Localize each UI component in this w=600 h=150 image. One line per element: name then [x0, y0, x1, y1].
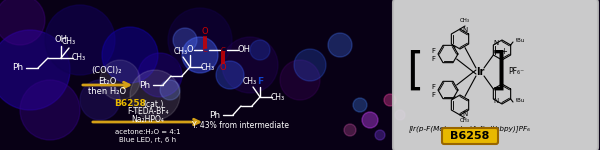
Circle shape	[100, 60, 140, 100]
Text: (cat.): (cat.)	[144, 99, 164, 108]
Text: [: [	[406, 50, 424, 93]
Circle shape	[353, 98, 367, 112]
Circle shape	[344, 124, 356, 136]
Circle shape	[384, 94, 396, 106]
Text: CH₃: CH₃	[201, 63, 215, 72]
Text: F: F	[431, 48, 435, 54]
Text: tBu: tBu	[516, 38, 525, 43]
Text: N: N	[463, 27, 467, 33]
Text: (COCl)₂: (COCl)₂	[92, 66, 122, 75]
Text: O: O	[220, 63, 226, 72]
Text: ]: ]	[490, 50, 506, 93]
Text: Na₂HPO₄: Na₂HPO₄	[131, 116, 164, 124]
Circle shape	[80, 80, 120, 120]
Circle shape	[0, 0, 45, 45]
Text: Blue LED, rt, 6 h: Blue LED, rt, 6 h	[119, 137, 176, 143]
Circle shape	[222, 37, 278, 93]
Circle shape	[173, 28, 197, 52]
Text: C: C	[221, 47, 226, 53]
Circle shape	[216, 61, 244, 89]
Text: OH: OH	[238, 45, 251, 54]
Circle shape	[45, 5, 115, 75]
Text: C: C	[203, 47, 208, 53]
Text: B6258: B6258	[114, 99, 146, 108]
Text: [Ir(p-F(Me)ppy)₂-(4,4′-dtbbpy)]PF₆: [Ir(p-F(Me)ppy)₂-(4,4′-dtbbpy)]PF₆	[409, 126, 531, 132]
Circle shape	[168, 8, 232, 72]
FancyBboxPatch shape	[442, 128, 498, 144]
Text: OH: OH	[55, 36, 67, 45]
Text: N: N	[493, 40, 499, 46]
Text: tBu: tBu	[516, 98, 525, 103]
Text: O: O	[187, 45, 193, 54]
Circle shape	[280, 60, 320, 100]
Text: CH₃: CH₃	[460, 18, 470, 23]
Text: B6258: B6258	[451, 131, 490, 141]
Circle shape	[138, 53, 182, 97]
Text: F: F	[431, 84, 435, 90]
Circle shape	[102, 27, 158, 83]
Text: CH₃: CH₃	[62, 38, 76, 46]
Circle shape	[0, 30, 70, 110]
Circle shape	[160, 80, 180, 100]
Circle shape	[328, 33, 352, 57]
Text: F-TEDA-BF₄: F-TEDA-BF₄	[127, 108, 169, 117]
Circle shape	[395, 110, 405, 120]
Text: N: N	[493, 98, 499, 104]
Text: Y. 43% from intermediate: Y. 43% from intermediate	[191, 120, 289, 129]
Circle shape	[182, 37, 218, 73]
FancyBboxPatch shape	[393, 0, 598, 150]
Text: then H₂O: then H₂O	[88, 87, 126, 96]
Text: CH₃: CH₃	[271, 93, 285, 102]
Circle shape	[294, 49, 326, 81]
Text: CH₃: CH₃	[174, 46, 188, 56]
Text: acetone:H₂O = 4:1: acetone:H₂O = 4:1	[115, 129, 181, 135]
Text: F: F	[257, 76, 263, 85]
Text: PF₆⁻: PF₆⁻	[508, 68, 524, 76]
Text: CH₃: CH₃	[243, 76, 257, 85]
Circle shape	[362, 112, 378, 128]
Circle shape	[250, 40, 270, 60]
Text: O: O	[202, 27, 208, 36]
Text: Ph: Ph	[139, 81, 151, 90]
Text: Ir: Ir	[476, 67, 484, 77]
Text: Ph: Ph	[13, 63, 23, 72]
Text: Et₂O: Et₂O	[98, 76, 116, 85]
Text: N: N	[463, 111, 467, 117]
Text: Ph: Ph	[209, 111, 221, 120]
Text: F: F	[431, 92, 435, 98]
Text: CH₃: CH₃	[460, 118, 470, 123]
Circle shape	[130, 70, 180, 120]
Circle shape	[20, 80, 80, 140]
Text: F: F	[431, 56, 435, 62]
Circle shape	[375, 130, 385, 140]
Text: CH₃: CH₃	[72, 54, 86, 63]
Text: +: +	[500, 47, 508, 56]
